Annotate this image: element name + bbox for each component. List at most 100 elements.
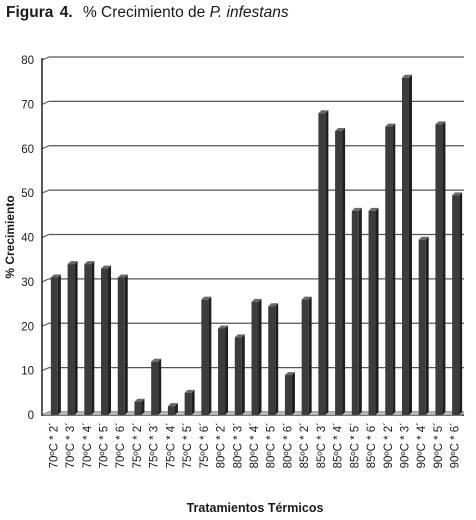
bar-side — [74, 261, 78, 415]
bar-side — [442, 121, 446, 415]
x-tick-label: 75ºC * 6´ — [199, 422, 211, 468]
bar — [84, 264, 92, 415]
bar — [418, 239, 426, 415]
bar — [268, 306, 276, 415]
bar-top — [335, 128, 346, 131]
bar — [117, 277, 125, 415]
caption-number: 4 — [59, 4, 69, 21]
bar — [401, 77, 409, 415]
caption-dot: . — [68, 4, 73, 21]
x-tick-label: 85ºC * 4´ — [333, 422, 345, 468]
x-tick-label: 80ºC * 5´ — [266, 422, 278, 468]
bar — [301, 299, 309, 415]
bar-top — [401, 74, 412, 78]
bar-top — [385, 123, 396, 127]
x-tick-label: 90ºC * 4´ — [416, 422, 428, 468]
gridline-depth — [41, 189, 50, 194]
bar-side — [358, 207, 362, 415]
x-axis-title: Tratamientos Térmicos — [187, 501, 324, 515]
x-tick-label: 75ºC * 2´ — [132, 422, 144, 468]
bar-top — [218, 325, 229, 329]
bar — [368, 210, 376, 415]
bar-side — [158, 358, 162, 415]
bar — [184, 392, 192, 415]
bar-top — [134, 398, 145, 402]
bar-side — [191, 389, 195, 415]
bar-top — [435, 121, 446, 125]
x-tick-label: 75ºC * 3´ — [149, 422, 161, 468]
bar-side — [108, 265, 112, 415]
bar — [318, 113, 326, 415]
bar-side — [208, 296, 212, 415]
bar-side — [459, 192, 463, 415]
bar — [284, 375, 292, 415]
x-tick-label: 90ºC * 6´ — [450, 422, 462, 468]
x-tick-label: 75ºC * 4´ — [165, 422, 177, 468]
bar-top — [101, 265, 112, 269]
x-tick-label: 85ºC * 5´ — [349, 422, 361, 468]
bar-side — [91, 261, 95, 415]
bar-side — [241, 334, 245, 415]
bar-side — [408, 74, 412, 415]
x-tick-label: 70ºC * 2´ — [48, 422, 60, 468]
bar — [167, 406, 175, 415]
x-tick-label: 90ºC * 3´ — [399, 422, 411, 468]
x-tick-label: 85ºC * 6´ — [366, 422, 378, 468]
y-tick-label: 0 — [28, 410, 34, 422]
bar-side — [141, 398, 145, 415]
bar-side — [308, 296, 312, 415]
gridline-depth — [41, 234, 50, 238]
bar-side — [425, 236, 429, 415]
bar-side — [291, 372, 295, 415]
bar-top — [184, 389, 195, 393]
gridline-depth — [41, 322, 50, 327]
y-tick-label: 70 — [21, 99, 34, 111]
figure-caption: Figura 4. % Crecimiento de P. infestans — [6, 4, 289, 22]
gridline-depth — [41, 278, 50, 283]
bar-top — [452, 192, 463, 196]
gridline-depth — [41, 367, 50, 372]
bar-top — [84, 261, 95, 265]
y-tick-label: 60 — [21, 144, 34, 156]
bar — [101, 268, 109, 415]
y-tick-label: 10 — [21, 366, 34, 378]
bar-top — [418, 236, 429, 240]
caption-species: P. infestans — [209, 4, 289, 21]
bar-side — [342, 128, 346, 415]
x-tick-label: 75ºC * 5´ — [182, 422, 194, 468]
y-tick-label: 80 — [21, 55, 34, 67]
bar-side — [225, 325, 229, 415]
y-tick-label: 30 — [21, 277, 34, 289]
gridline-depth — [41, 56, 50, 61]
bar-top — [351, 207, 362, 211]
bar-top — [251, 298, 262, 302]
bar-top — [117, 274, 128, 278]
bar — [134, 401, 142, 415]
bar-top — [318, 110, 329, 114]
bar-side — [174, 403, 178, 415]
bar — [151, 361, 159, 415]
bar-top — [268, 303, 279, 307]
bar-side — [124, 274, 128, 415]
bar-side — [392, 123, 396, 415]
x-tick-label: 80ºC * 2´ — [216, 422, 228, 468]
x-tick-label: 70ºC * 4´ — [82, 422, 94, 468]
caption-label: Figura — [6, 4, 54, 21]
x-tick-label: 80ºC * 6´ — [282, 422, 294, 468]
y-axis-title: % Crecimiento — [3, 195, 17, 278]
bar — [234, 337, 242, 415]
bar-top — [167, 403, 178, 407]
bar-top — [151, 358, 162, 362]
bar-side — [375, 207, 379, 415]
bar-top — [50, 274, 61, 278]
y-tick-label: 50 — [21, 188, 34, 200]
bar — [452, 195, 460, 415]
bar — [201, 299, 209, 415]
bar-top — [368, 207, 379, 211]
bar-top — [201, 296, 212, 300]
bar-top — [67, 261, 78, 265]
x-tick-label: 85ºC * 3´ — [316, 422, 328, 468]
x-tick-label: 70ºC * 3´ — [65, 422, 77, 468]
bar-side — [275, 303, 279, 415]
